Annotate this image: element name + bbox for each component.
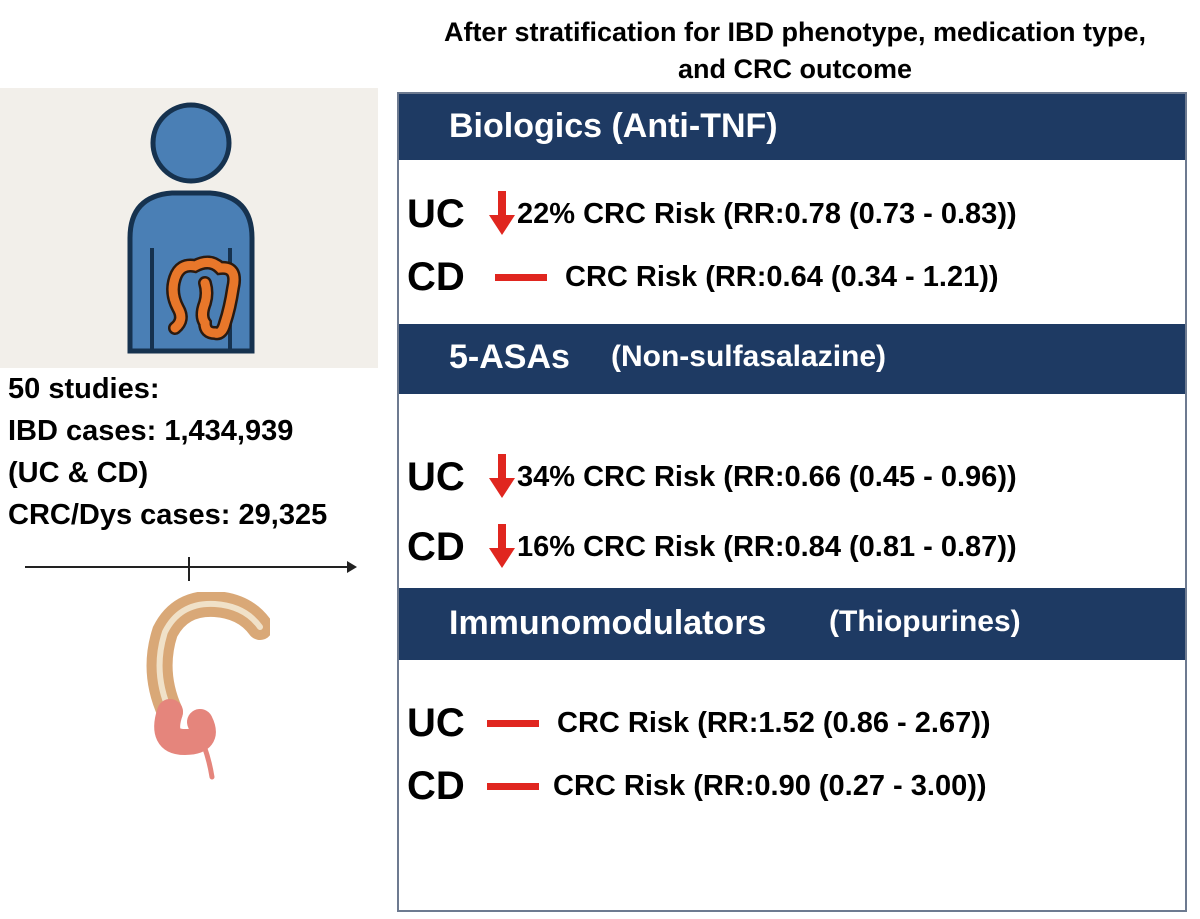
result-row: CD CRC Risk (RR:0.90 (0.27 - 3.00))	[407, 763, 987, 809]
section-subtitle: (Thiopurines)	[829, 605, 1021, 638]
result-row: CD 16% CRC Risk (RR:0.84 (0.81 - 0.87))	[407, 524, 1017, 570]
study-summary-panel: 50 studies: IBD cases: 1,434,939 (UC & C…	[0, 0, 400, 919]
result-row: UC CRC Risk (RR:1.52 (0.86 - 2.67))	[407, 700, 991, 746]
result-text: 34% CRC Risk (RR:0.66 (0.45 - 0.96))	[517, 460, 1017, 493]
stat-studies: 50 studies:	[8, 373, 160, 405]
section-subtitle: (Non-sulfasalazine)	[611, 340, 887, 373]
section-header-5asa: 5-ASAs (Non-sulfasalazine)	[399, 324, 1185, 394]
result-text: CRC Risk (RR:0.90 (0.27 - 3.00))	[553, 769, 987, 802]
result-row: CD CRC Risk (RR:0.64 (0.34 - 1.21))	[407, 254, 999, 300]
result-row: UC 34% CRC Risk (RR:0.66 (0.45 - 0.96))	[407, 454, 1017, 500]
phenotype-label: UC	[407, 454, 465, 499]
title-line-2: and CRC outcome	[677, 54, 912, 84]
figure-title: After stratification for IBD phenotype, …	[390, 14, 1200, 88]
down-arrow-icon	[487, 191, 557, 237]
result-row: UC 22% CRC Risk (RR:0.78 (0.73 - 0.83))	[407, 191, 1017, 237]
result-text: CRC Risk (RR:0.64 (0.34 - 1.21))	[565, 260, 999, 293]
person-colon-icon	[127, 102, 255, 354]
study-stats: 50 studies: IBD cases: 1,434,939 (UC & C…	[8, 368, 400, 536]
section-title: Biologics (Anti-TNF)	[449, 107, 778, 145]
result-text: 16% CRC Risk (RR:0.84 (0.81 - 0.87))	[517, 530, 1017, 563]
stat-ibd-cases: IBD cases: 1,434,939	[8, 415, 294, 447]
result-text: 22% CRC Risk (RR:0.78 (0.73 - 0.83))	[517, 197, 1017, 230]
dash-icon	[487, 700, 557, 746]
colon-illustration	[146, 592, 270, 780]
phenotype-label: UC	[407, 191, 465, 236]
result-text: CRC Risk (RR:1.52 (0.86 - 2.67))	[557, 706, 991, 739]
down-arrow-icon	[487, 454, 557, 500]
dash-icon	[487, 254, 557, 300]
phenotype-label: CD	[407, 254, 465, 299]
down-arrow-icon	[487, 524, 557, 570]
person-illustration	[0, 88, 378, 368]
section-header-immunomodulators: Immunomodulators (Thiopurines)	[399, 588, 1185, 660]
stat-phenotypes: (UC & CD)	[8, 457, 149, 489]
section-title: 5-ASAs	[449, 338, 570, 376]
phenotype-label: UC	[407, 700, 465, 745]
section-title: Immunomodulators	[449, 604, 767, 642]
title-line-1: After stratification for IBD phenotype, …	[443, 17, 1147, 47]
phenotype-label: CD	[407, 763, 465, 808]
section-header-biologics: Biologics (Anti-TNF)	[399, 94, 1185, 160]
phenotype-label: CD	[407, 524, 465, 569]
timeline-arrow	[25, 557, 357, 581]
results-panel: Biologics (Anti-TNF) UC 22% CRC Risk (RR…	[397, 92, 1187, 912]
dash-icon	[487, 763, 557, 809]
stat-crc-cases: CRC/Dys cases: 29,325	[8, 499, 328, 531]
